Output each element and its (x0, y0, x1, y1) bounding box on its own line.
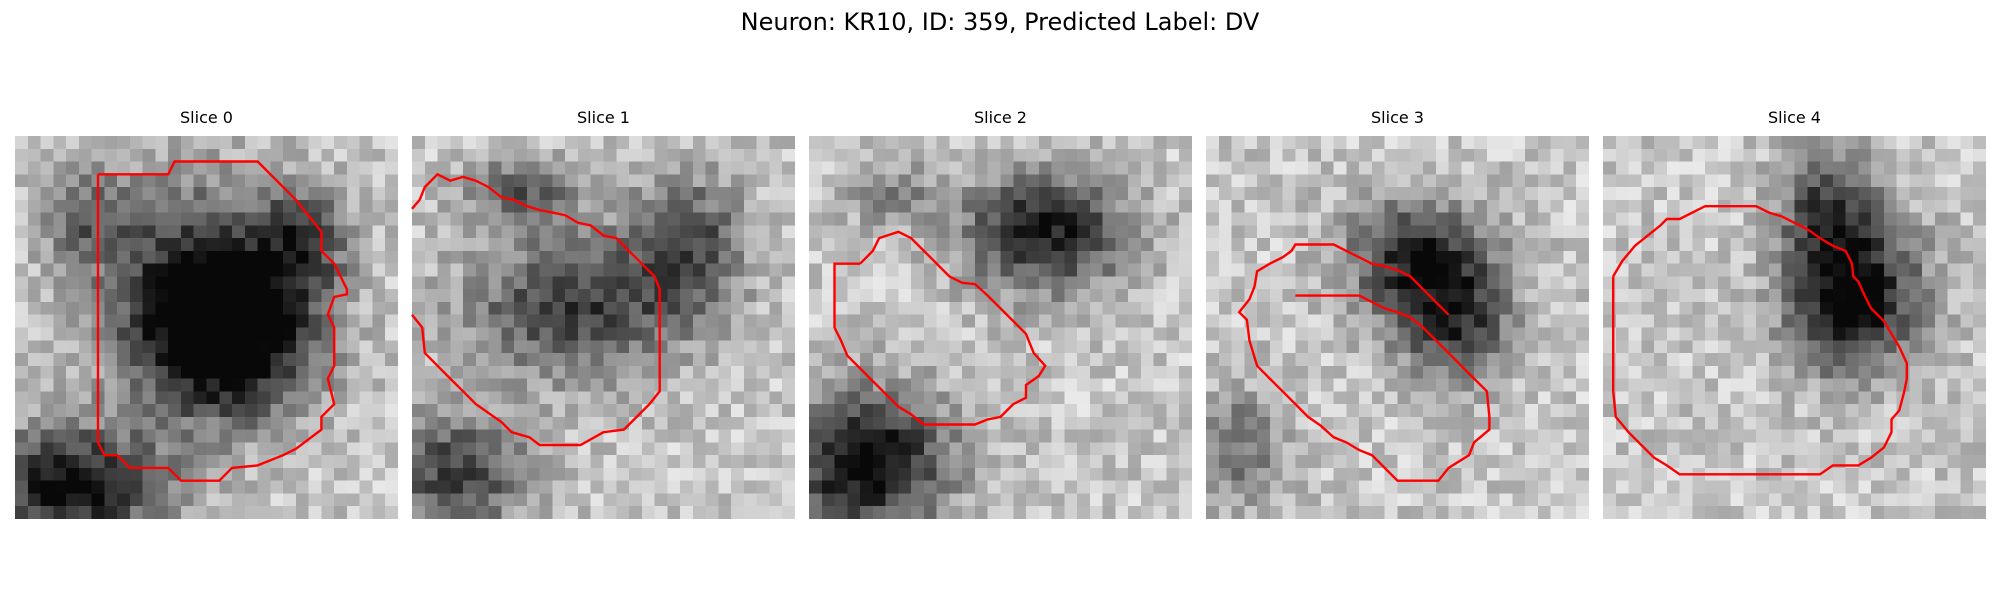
slice-panel-2: Slice 2 (809, 108, 1192, 519)
slice-panel-3: Slice 3 (1206, 108, 1589, 519)
slice-image-0 (15, 136, 398, 519)
slice-image-3 (1206, 136, 1589, 519)
grayscale-microscopy-image (412, 136, 795, 519)
roi-outline-overlay (1237, 243, 1491, 482)
slice-title-4: Slice 4 (1768, 108, 1821, 127)
slice-title-1: Slice 1 (577, 108, 630, 127)
slice-image-2 (809, 136, 1192, 519)
grayscale-microscopy-image (1206, 136, 1589, 519)
slice-image-1 (411, 136, 795, 519)
slice-image-4 (1603, 136, 1986, 519)
roi-outline (1611, 204, 1908, 476)
grayscale-microscopy-image (1603, 136, 1986, 519)
slice-panel-4: Slice 4 (1603, 108, 1986, 519)
roi-outline (411, 172, 661, 447)
roi-outline-overlay (96, 160, 349, 482)
slice-title-0: Slice 0 (180, 108, 233, 127)
roi-outline-overlay (1611, 204, 1908, 476)
slice-panel-0: Slice 0 (15, 108, 398, 519)
slice-title-2: Slice 2 (974, 108, 1027, 127)
roi-outline-overlay (833, 230, 1047, 426)
roi-outline-overlay (411, 172, 661, 447)
slice-title-3: Slice 3 (1371, 108, 1424, 127)
figure-title: Neuron: KR10, ID: 359, Predicted Label: … (740, 8, 1260, 36)
roi-outline (1237, 243, 1491, 482)
grayscale-microscopy-image (809, 136, 1192, 519)
roi-outline (833, 230, 1047, 426)
slice-panel-1: Slice 1 (411, 108, 795, 519)
roi-outline (96, 160, 349, 482)
